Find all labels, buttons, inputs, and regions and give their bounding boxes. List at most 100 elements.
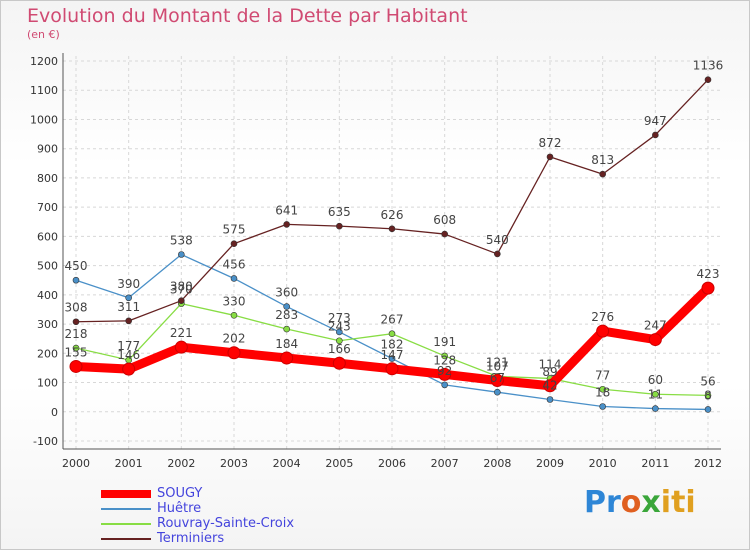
data-point bbox=[652, 390, 659, 398]
proxiti-logo: Proxiti bbox=[584, 485, 696, 520]
data-point bbox=[599, 170, 606, 178]
data-label: 146 bbox=[117, 348, 140, 362]
data-label: 114 bbox=[539, 357, 562, 371]
legend-item: Rouvray-Sainte-Croix bbox=[101, 515, 295, 531]
data-label: 330 bbox=[223, 294, 246, 308]
data-label: 18 bbox=[595, 386, 610, 400]
data-point bbox=[178, 251, 185, 258]
legend-swatch bbox=[101, 489, 151, 498]
data-point bbox=[283, 221, 290, 228]
data-point bbox=[122, 362, 136, 376]
axes: -100 0 100 200 300 400 500 600 700 800 900 1000 1100… bbox=[30, 53, 722, 470]
data-label: 177 bbox=[117, 339, 140, 353]
data-label: 1136 bbox=[693, 59, 724, 73]
data-point bbox=[648, 333, 662, 347]
data-label: 60 bbox=[648, 373, 663, 387]
data-point bbox=[125, 294, 132, 302]
data-point bbox=[227, 346, 241, 360]
data-label: 92 bbox=[437, 364, 452, 378]
data-point bbox=[701, 281, 715, 295]
data-point bbox=[652, 131, 659, 139]
data-point bbox=[385, 362, 399, 376]
data-point bbox=[283, 325, 290, 333]
data-point bbox=[174, 340, 188, 354]
x-tick-label: 2000 bbox=[62, 457, 90, 470]
data-point bbox=[336, 222, 343, 230]
data-point bbox=[441, 352, 448, 360]
data-label: 247 bbox=[644, 319, 667, 333]
y-tick-label: -100 bbox=[33, 435, 58, 448]
legend-label: Huêtre bbox=[157, 501, 202, 516]
y-tick-label: 800 bbox=[37, 172, 58, 185]
data-label: 218 bbox=[65, 327, 88, 341]
data-point bbox=[438, 367, 452, 381]
data-point bbox=[490, 373, 504, 387]
data-label: 191 bbox=[433, 335, 456, 349]
data-label: 184 bbox=[275, 337, 298, 351]
data-point bbox=[72, 344, 80, 352]
data-label: 538 bbox=[170, 234, 193, 248]
data-label: 370 bbox=[170, 283, 193, 297]
data-point bbox=[596, 324, 610, 338]
y-tick-label: 1200 bbox=[30, 55, 58, 68]
data-point bbox=[283, 303, 290, 310]
chart-unit: (en €) bbox=[27, 28, 60, 41]
data-point bbox=[704, 406, 712, 413]
data-label: 8 bbox=[704, 388, 712, 402]
data-label: 456 bbox=[223, 257, 246, 271]
legend-item: Huêtre bbox=[101, 500, 294, 516]
x-tick-label: 2001 bbox=[115, 457, 143, 470]
legend-swatch bbox=[101, 522, 151, 525]
legend-swatch bbox=[101, 507, 151, 510]
data-label: 641 bbox=[275, 203, 298, 217]
data-label: 221 bbox=[170, 326, 193, 340]
data-label: 11 bbox=[648, 388, 663, 402]
grid bbox=[63, 56, 721, 449]
data-label: 635 bbox=[328, 205, 351, 219]
data-point bbox=[546, 153, 554, 161]
logo-part: iti bbox=[660, 485, 696, 520]
logo-part: o bbox=[620, 485, 642, 520]
data-label: 273 bbox=[328, 311, 351, 325]
data-point bbox=[72, 276, 80, 284]
y-tick-label: 0 bbox=[51, 406, 58, 419]
x-tick-label: 2011 bbox=[641, 457, 669, 470]
data-label: 128 bbox=[433, 353, 456, 367]
data-label: 67 bbox=[490, 371, 505, 385]
x-tick-label: 2007 bbox=[431, 457, 459, 470]
data-label: 155 bbox=[65, 345, 88, 359]
data-point bbox=[543, 379, 557, 393]
y-tick-label: 900 bbox=[37, 143, 58, 156]
y-tick-label: 1000 bbox=[30, 113, 58, 126]
data-label: 283 bbox=[275, 308, 298, 322]
legend-swatch bbox=[101, 537, 151, 540]
y-tick-label: 100 bbox=[37, 377, 58, 390]
data-point bbox=[441, 230, 448, 238]
data-label: 872 bbox=[539, 136, 562, 150]
data-point bbox=[599, 385, 606, 393]
data-label: 202 bbox=[223, 332, 246, 346]
y-tick-label: 300 bbox=[37, 318, 58, 331]
data-label: 121 bbox=[486, 355, 509, 369]
x-tick-label: 2010 bbox=[589, 457, 617, 470]
y-tick-label: 400 bbox=[37, 289, 58, 302]
data-point bbox=[230, 312, 238, 319]
data-label: 608 bbox=[433, 213, 456, 227]
data-point bbox=[599, 403, 606, 410]
data-point bbox=[125, 317, 132, 325]
data-label: 311 bbox=[117, 300, 140, 314]
chart-title: Evolution du Montant de la Dette par Hab… bbox=[27, 5, 468, 27]
y-tick-label: 1100 bbox=[30, 84, 58, 97]
data-point bbox=[652, 405, 659, 412]
legend-label: Rouvray-Sainte-Croix bbox=[157, 516, 295, 531]
data-label: 276 bbox=[591, 310, 614, 324]
data-point bbox=[230, 240, 238, 247]
data-point bbox=[704, 392, 712, 399]
data-label: 423 bbox=[697, 267, 720, 281]
legend-label: SOUGY bbox=[157, 486, 203, 501]
x-tick-label: 2003 bbox=[220, 457, 248, 470]
data-point bbox=[280, 351, 294, 365]
data-point bbox=[72, 318, 80, 326]
data-point bbox=[178, 297, 185, 304]
